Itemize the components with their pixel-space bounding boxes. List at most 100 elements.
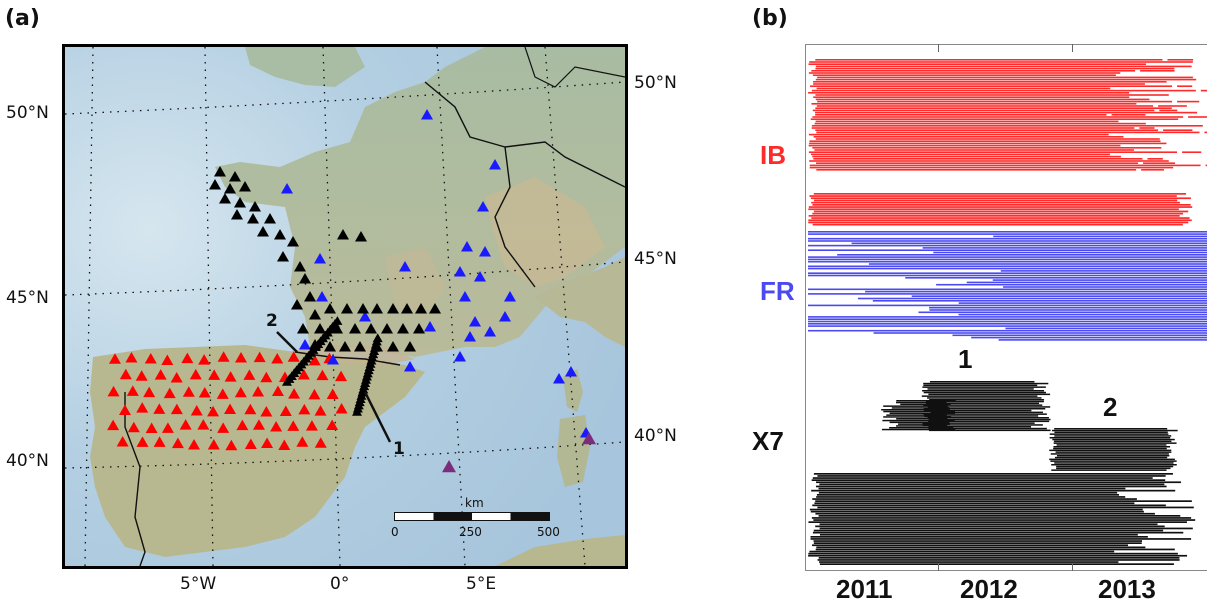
land-sardinia [557,415,590,487]
station-fr-marker [314,253,326,264]
timeline-ib-bar [1188,116,1207,118]
timeline-x7-deployment-1-bar [923,409,1032,412]
station-x7-marker [247,213,259,224]
timeline-fr-bar [808,274,1207,277]
station-ib-marker [171,437,184,449]
timeline-fr-bar [808,267,1207,270]
timeline-x7-deployment-1-bar [889,421,950,424]
timeline-x7-deployment-2-bar [1056,444,1167,446]
timeline-fr-bar [1005,327,1207,330]
timeline-ib-bar [808,92,1130,94]
timeline-x7-bar [815,485,1167,488]
timeline-x7-bar [813,473,1173,475]
station-ib-marker [135,370,148,381]
station-ib-marker [125,351,138,363]
timeline-x7-deployment-1-bar [923,408,1046,410]
station-ib-marker [335,403,348,414]
station-x7-marker [304,291,316,302]
lat-label-40n-right: 40°N [634,426,677,446]
station-fr-marker [565,366,577,377]
border-spain-portugal [124,392,146,566]
timeline-x7-deployment-1-bar [928,420,1050,423]
station-ib-marker [326,419,339,431]
station-ib-marker [207,405,220,417]
timeline-x7-deployment-1-bar [883,405,948,407]
station-ib-marker [145,422,158,433]
station-x7-marker [299,273,311,284]
timeline-ib-bar [811,70,1136,72]
timeline-ib-bar [814,149,1134,151]
station-ib-marker [224,403,237,414]
timeline-x7-bar [818,491,1118,494]
timeline-ib-bar [817,100,1173,103]
timeline-x7-deployment-1-bar [922,386,1046,388]
timeline-ib-bar [809,140,1161,142]
station-ib-marker [287,420,300,431]
land-corsica [563,369,583,412]
timeline-fr-bar [808,240,1207,242]
timeline-ib-bar [808,63,1147,65]
station-ib-marker [118,404,131,416]
timeline-fr-bar [808,237,1207,240]
station-ib-marker [198,386,211,398]
timeline-fr-bar [808,293,1207,295]
timeline-ib-bar [1177,85,1193,87]
station-ib-marker [335,370,348,382]
transect-2-pointer [276,331,298,353]
timeline-ib-bar [813,199,1178,202]
timeline-fr-bar [992,279,1207,281]
station-ib-marker [161,354,174,366]
station-other-marker [442,460,456,473]
station-fr-marker [477,201,489,212]
timeline-x7-deployment-1-bar [928,429,1051,432]
station-ib-marker [188,439,201,450]
station-ib-marker [316,369,329,381]
station-x7-marker [209,179,221,190]
timeline-x7-deployment-1-bar [924,415,1039,417]
station-other-marker [582,432,596,445]
stations-layer [107,109,596,473]
station-x7-marker [287,236,299,247]
timeline-x7-deployment-1-bar [889,427,954,429]
timeline-fr-bar [911,295,1207,297]
timeline-x7-bar [812,544,1129,547]
timeline-fr-bar [1003,286,1207,288]
timeline-x7-bar [813,542,1142,544]
timeline-fr-bar [808,260,1207,263]
timeline-ib-bar [811,103,1137,105]
timeline-x7-deployment-1-bar [881,428,956,431]
timeline-x7-deployment-1-bar [927,406,1051,408]
station-ib-marker [253,351,266,363]
timeline-ib-bar [1200,89,1207,92]
station-x7-marker [239,181,251,192]
timeline-svg [808,59,1207,565]
timeline-ib-bar [814,122,1146,125]
station-ib-marker [234,386,247,398]
timeline-ib-bar [809,160,1169,162]
timeline-x7-bar [815,525,1165,528]
station-x7-marker [229,171,241,182]
timeline-fr-bar [933,251,1207,254]
timeline-ib-bar [813,210,1189,213]
timeline-fr-bar [993,235,1207,238]
timeline-x7-deployment-2-bar [1051,464,1177,466]
scale-tick-250: 250 [459,525,482,539]
station-ib-marker [288,388,301,399]
timeline-fr-bar [966,281,1207,284]
year-label-2012: 2012 [960,574,1018,604]
station-ib-marker [127,421,140,433]
land-africa [495,535,625,566]
transect-1-label: 1 [393,439,405,459]
timeline-x7-deployment-1-bar [927,397,1042,399]
timeline-fr-bar [868,263,1207,265]
timeline-fr-bar [808,329,1207,332]
timeline-ib-bar [809,164,1201,167]
timeline-fr-bar [929,306,1207,309]
timeline-ib-bar [1163,129,1193,131]
timeline-x7-deployment-2-bar [1053,446,1171,448]
year-tick-2013-bottom [1072,563,1073,571]
timeline-x7-deployment-1-bar [930,411,1043,414]
timeline-x7-bar [809,550,1115,553]
station-fr-marker [299,339,311,350]
year-tick-2012-bottom [938,563,939,571]
